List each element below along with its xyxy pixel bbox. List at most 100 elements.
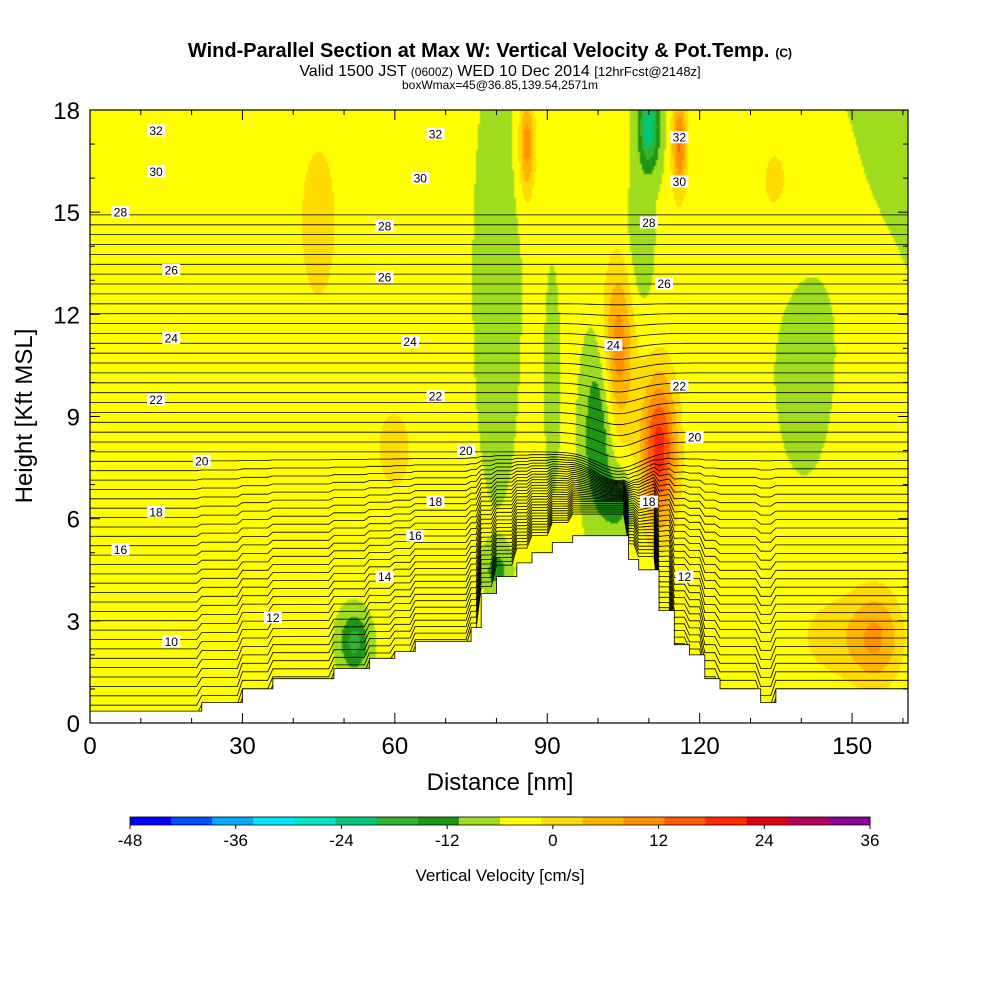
theta-contour-line xyxy=(90,303,908,306)
y-tick-label: 0 xyxy=(67,711,80,738)
theta-contour-line xyxy=(90,402,908,415)
theta-contour-value: 20 xyxy=(688,430,702,444)
theta-contour-value: 20 xyxy=(459,444,473,458)
y-tick-label: 15 xyxy=(53,200,80,227)
theta-contour-value: 16 xyxy=(114,543,128,557)
theta-contour-value: 14 xyxy=(378,570,392,584)
theta-contour-value: 10 xyxy=(165,635,179,649)
subtitle-date: WED 10 Dec 2014 xyxy=(457,63,590,80)
colorbar-swatch xyxy=(253,817,295,825)
theta-contour-label: 14 xyxy=(375,570,394,584)
theta-contour-line xyxy=(90,483,908,593)
x-tick-label: 30 xyxy=(229,733,256,760)
theta-contour-label: 24 xyxy=(401,335,420,349)
theta-contour-line xyxy=(90,473,908,547)
theta-contour-label: 16 xyxy=(111,543,130,557)
theta-contour-value: 30 xyxy=(414,172,428,186)
theta-contour-value: 28 xyxy=(642,216,656,230)
theta-contour-label: 26 xyxy=(375,270,394,284)
theta-contour-line xyxy=(90,497,908,659)
x-axis: 0 30 60 90 120 150 xyxy=(83,110,872,760)
colorbar-swatch xyxy=(787,817,830,825)
theta-contour-line xyxy=(90,441,908,458)
theta-contour-value: 12 xyxy=(266,611,280,625)
theta-contour-line xyxy=(90,323,908,328)
theta-contour-value: 32 xyxy=(429,127,443,141)
colorbar-swatch xyxy=(623,817,665,825)
theta-contour-line xyxy=(90,461,908,490)
theta-contour-value: 24 xyxy=(403,335,417,349)
theta-contour-line xyxy=(90,501,908,678)
y-axis: 0 3 6 9 12 15 18 xyxy=(53,98,908,738)
pot-temp-contours xyxy=(90,214,908,723)
colorbar-swatch xyxy=(582,817,624,825)
colorbar-swatch xyxy=(376,817,419,825)
colorbar: -48 -36 -24 -12 0 12 24 36 xyxy=(118,816,880,850)
theta-contour-value: 12 xyxy=(678,570,692,584)
theta-contour-value: 32 xyxy=(673,131,687,145)
theta-contour-label: 32 xyxy=(426,127,445,141)
theta-contour-label: 16 xyxy=(406,529,425,543)
theta-contour-label: 10 xyxy=(162,635,181,649)
colorbar-tick-label: -48 xyxy=(118,831,143,850)
colorbar-swatch xyxy=(541,817,583,825)
theta-contour-label: 28 xyxy=(639,216,658,230)
box-wmax-label: boxWmax=45@36.85,139.54,2571m xyxy=(402,78,598,92)
theta-contour-label: 26 xyxy=(162,264,181,278)
theta-contour-value: 18 xyxy=(642,495,656,509)
theta-contour-label: 18 xyxy=(426,495,445,509)
y-tick-label: 6 xyxy=(67,507,80,534)
colorbar-swatch xyxy=(417,817,460,825)
colorbar-tick-label: 24 xyxy=(755,831,774,850)
theta-contour-label: 22 xyxy=(670,379,689,393)
colorbar-swatch xyxy=(500,817,542,825)
colorbar-frame xyxy=(129,816,871,826)
theta-contour-value: 28 xyxy=(114,206,128,220)
theta-contour-label: 28 xyxy=(111,206,130,220)
theta-contour-label: 22 xyxy=(147,393,166,407)
theta-contour-value: 16 xyxy=(408,529,422,543)
theta-contour-line xyxy=(90,362,908,371)
theta-contour-label: 26 xyxy=(655,277,674,291)
theta-contour-line xyxy=(90,333,908,338)
theta-contour-label: 30 xyxy=(411,172,430,186)
y-minor-ticks xyxy=(90,143,908,690)
theta-contour-line xyxy=(90,456,908,475)
theta-contour-value: 22 xyxy=(429,390,443,404)
theta-contour-label: 24 xyxy=(162,332,181,346)
colorbar-swatch xyxy=(294,817,337,825)
theta-contour-line xyxy=(90,471,908,537)
colorbar-tick-label: -12 xyxy=(435,831,460,850)
theta-contour-line xyxy=(90,485,908,603)
chart-title: Wind-Parallel Section at Max W: Vertical… xyxy=(188,40,792,62)
theta-contour-value: 26 xyxy=(657,277,671,291)
theta-contour-line xyxy=(90,412,908,426)
x-tick-label: 0 xyxy=(83,733,96,760)
theta-contour-value: 18 xyxy=(149,505,163,519)
y-tick-label: 3 xyxy=(67,609,80,636)
colorbar-swatch xyxy=(828,817,871,825)
pot-temp-contour-labels: 10 12 12 14 16 16 18 18 18 20 20 20 22 22 22 24 24 24 26 26… xyxy=(111,124,704,649)
theta-contour-value: 26 xyxy=(165,264,179,278)
theta-contour-line xyxy=(90,372,908,382)
theta-contour-line xyxy=(90,503,908,687)
theta-contour-label: 24 xyxy=(604,338,623,352)
theta-contour-value: 22 xyxy=(149,393,163,407)
y-axis-label: Height [Kft MSL] xyxy=(11,329,38,504)
theta-contour-line xyxy=(90,489,908,622)
subtitle-valid: Valid 1500 JST xyxy=(299,63,407,80)
chart-subtitle: Valid 1500 JST (0600Z) WED 10 Dec 2014 [… xyxy=(299,63,700,80)
theta-contour-line xyxy=(90,491,908,631)
theta-contour-line xyxy=(90,505,908,697)
colorbar-tick-label: 36 xyxy=(861,831,880,850)
theta-contour-line xyxy=(90,342,908,349)
theta-contour-label: 28 xyxy=(375,219,394,233)
y-tick-label: 18 xyxy=(53,98,80,125)
theta-contour-line xyxy=(90,493,908,640)
theta-contour-label: 32 xyxy=(670,131,689,145)
colorbar-tick-label: -24 xyxy=(329,831,354,850)
theta-contour-label: 30 xyxy=(147,165,166,179)
theta-contour-value: 18 xyxy=(429,495,443,509)
x-tick-label: 150 xyxy=(832,733,872,760)
